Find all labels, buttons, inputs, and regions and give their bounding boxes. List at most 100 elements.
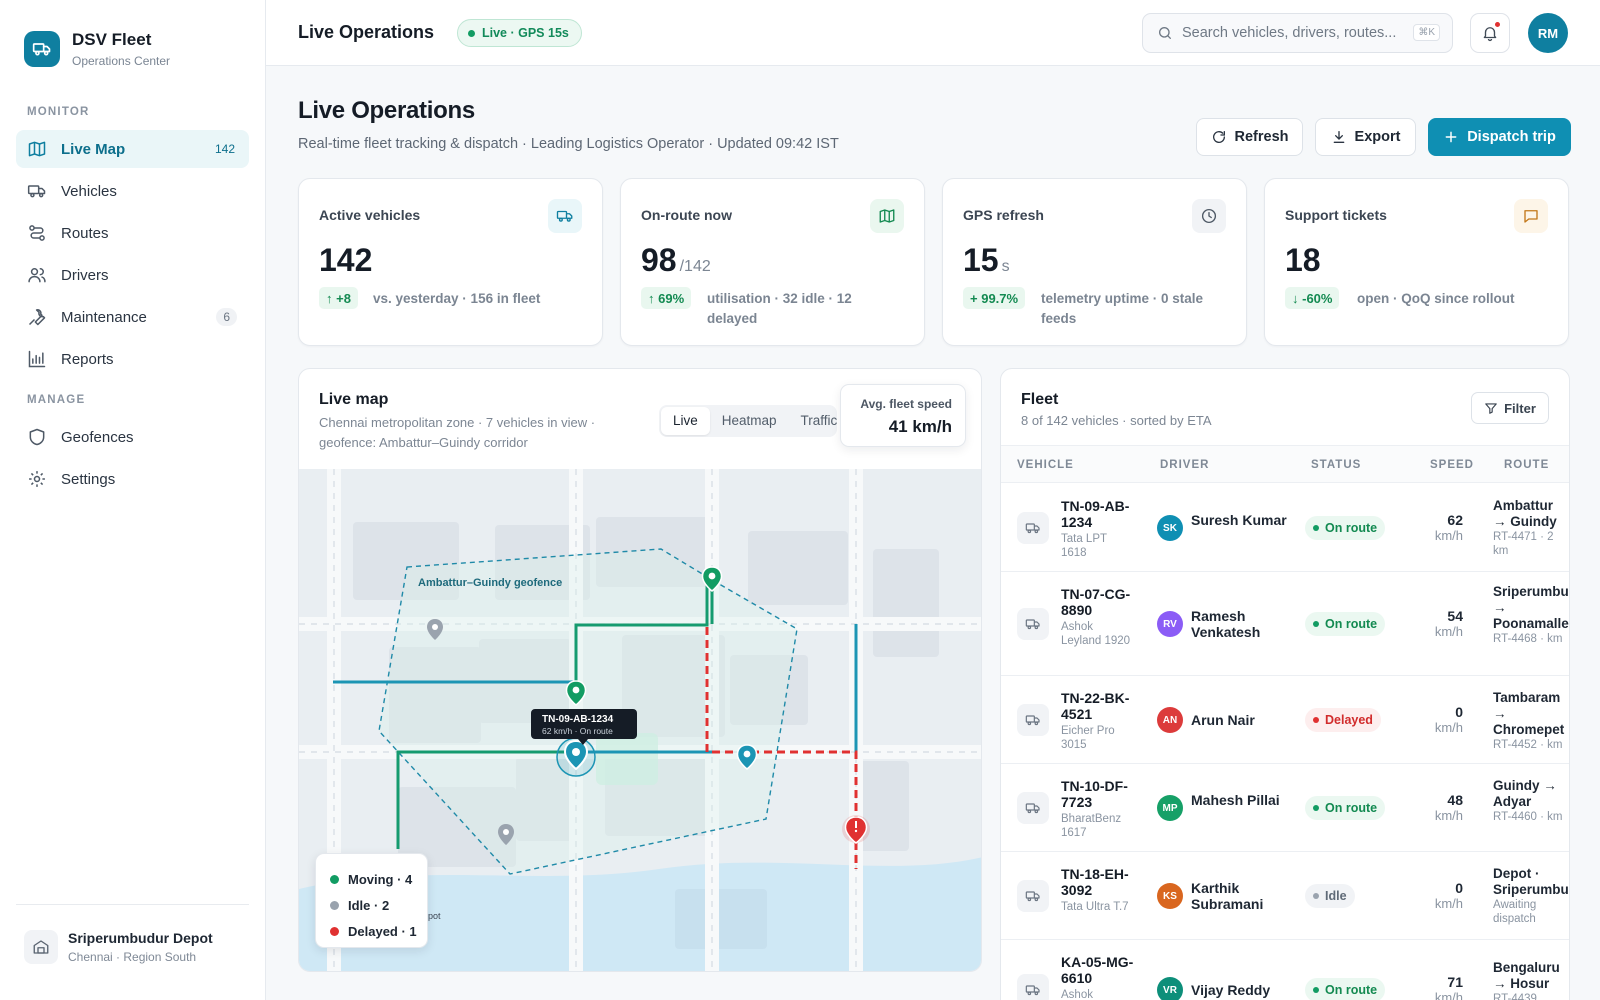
sidebar-item-live-map[interactable]: Live Map 142	[16, 130, 249, 168]
vehicle-pin-moving[interactable]	[701, 566, 723, 592]
kpi-value: 98/142	[641, 242, 711, 278]
column-header-route[interactable]: ROUTE	[1504, 459, 1550, 471]
tab-traffic[interactable]: Traffic	[800, 413, 837, 428]
dispatch-trip-button[interactable]: Dispatch trip	[1428, 118, 1571, 156]
arrow-down-icon: ↓	[1292, 290, 1303, 306]
refresh-button[interactable]: Refresh	[1196, 118, 1303, 156]
vehicle-pin-moving[interactable]	[736, 744, 758, 770]
live-status-badge: Live · GPS 15s	[457, 19, 582, 47]
truck-icon	[27, 181, 47, 201]
brand[interactable]: DSV Fleet Operations Center	[24, 30, 170, 68]
map-canvas[interactable]: Ambattur–Guindy geofence TN-0	[299, 469, 982, 972]
status-badge: Delayed	[1305, 708, 1381, 732]
table-row[interactable]: TN-18-EH-3092 Tata Ultra T.7 KS Karthik …	[1001, 852, 1569, 940]
filter-button[interactable]: Filter	[1471, 392, 1549, 424]
kpi-delta: ↓ -60%	[1285, 287, 1340, 309]
sidebar-item-reports[interactable]: Reports	[16, 340, 249, 378]
map-icon	[870, 199, 904, 233]
vehicle-model: Tata Ultra T.7	[1061, 901, 1129, 913]
sidebar-item-label: Reports	[61, 350, 114, 368]
sidebar-item-settings[interactable]: Settings	[16, 460, 249, 498]
driver-name: Mahesh Pillai	[1191, 792, 1280, 808]
column-header-vehicle[interactable]: VEHICLE	[1017, 459, 1074, 471]
live-map-card: Live map Chennai metropolitan zone · 7 v…	[298, 368, 982, 972]
kpi-delta: + 99.7%	[963, 287, 1026, 309]
status-badge: On route	[1305, 516, 1386, 540]
column-header-speed[interactable]: SPEED	[1430, 459, 1474, 471]
sidebar-item-routes[interactable]: Routes	[16, 214, 249, 252]
avg-speed-value: 41 km/h	[888, 417, 952, 436]
brand-subtitle: Operations Center	[72, 54, 171, 68]
kpi-label: Support tickets	[1285, 207, 1387, 223]
notifications-button[interactable]	[1470, 13, 1510, 53]
table-row[interactable]: TN-07-CG-8890 Ashok Leyland 1920 RV Rame…	[1001, 572, 1569, 676]
driver-name: Vijay Reddy	[1191, 982, 1271, 998]
sidebar-item-drivers[interactable]: Drivers	[16, 256, 249, 294]
speed-cell: 62 km/h	[1434, 512, 1463, 543]
topbar-title: Live Operations	[298, 22, 435, 42]
legend-item-idle: Idle · 2	[330, 892, 427, 918]
driver-avatar: KS	[1157, 883, 1183, 909]
kpi-note: vs. yesterday · 156 in fleet	[373, 291, 541, 306]
download-icon	[1331, 129, 1347, 145]
search-input[interactable]	[1182, 25, 1397, 41]
map-view-tabs: Live Heatmap Traffic	[659, 405, 837, 437]
tab-live[interactable]: Live	[661, 407, 710, 435]
tooltip-info: 62 km/h · On route	[542, 726, 613, 736]
depot-switcher[interactable]: Sriperumbudur Depot Chennai · Region Sou…	[24, 930, 213, 964]
kpi-note: utilisation · 32 idle · 12 delayed	[707, 291, 852, 326]
table-row[interactable]: KA-05-MG-6610 Ashok Leyland VR Vijay Red…	[1001, 940, 1569, 1000]
divider	[16, 904, 249, 905]
map-title: Live map	[319, 391, 389, 408]
vehicle-pin-idle[interactable]	[427, 619, 443, 640]
truck-icon	[1017, 704, 1049, 736]
kpi-note: telemetry uptime · 0 stale feeds	[1041, 291, 1204, 326]
arrow-up-icon: ↑	[648, 290, 659, 306]
driver-name: Suresh Kumar	[1191, 512, 1287, 528]
export-button[interactable]: Export	[1315, 118, 1416, 156]
filter-label: Filter	[1504, 400, 1536, 416]
tooltip-plate: TN-09-AB-1234	[542, 714, 614, 725]
fleet-subtitle: 8 of 142 vehicles · sorted by ETA	[1021, 413, 1212, 428]
sidebar: DSV Fleet Operations Center MONITOR Live…	[0, 0, 266, 1000]
column-header-status[interactable]: STATUS	[1311, 459, 1362, 471]
fleet-title: Fleet	[1021, 391, 1059, 408]
sidebar-item-vehicles[interactable]: Vehicles	[16, 172, 249, 210]
kpi-value: 142	[319, 242, 373, 278]
refresh-label: Refresh	[1234, 129, 1289, 145]
vehicle-plate: TN-22-BK-4521	[1061, 690, 1130, 722]
search-icon	[1157, 25, 1173, 41]
brand-name: DSV Fleet	[72, 30, 152, 49]
kpi-value: 18	[1285, 242, 1321, 278]
search-box[interactable]: ⌘K	[1142, 13, 1453, 53]
sidebar-item-label: Routes	[61, 224, 109, 242]
kpi-active-vehicles: Active vehicles 142 ↑ +8 vs. yesterday ·…	[298, 178, 603, 346]
bar-chart-icon	[27, 349, 47, 369]
depot-map-label: pot	[428, 911, 441, 921]
avg-speed-label: Avg. fleet speed	[860, 397, 952, 411]
sidebar-item-geofences[interactable]: Geofences	[16, 418, 249, 456]
user-avatar[interactable]: RM	[1528, 13, 1568, 53]
sidebar-item-maintenance[interactable]: Maintenance 6	[16, 298, 249, 336]
vehicle-model: BharatBenz 1617	[1061, 813, 1122, 839]
table-row[interactable]: TN-09-AB-1234 Tata LPT 1618 SK Suresh Ku…	[1001, 484, 1569, 572]
tab-heatmap[interactable]: Heatmap	[721, 413, 777, 428]
column-header-driver[interactable]: DRIVER	[1160, 459, 1210, 471]
vehicle-pin-idle[interactable]	[498, 824, 514, 845]
arrow-up-icon: ↑	[326, 290, 337, 306]
driver-name: Ramesh Venkatesh	[1191, 608, 1261, 640]
truck-icon	[1017, 512, 1049, 544]
table-row[interactable]: TN-22-BK-4521 Eicher Pro 3015 AN Arun Na…	[1001, 676, 1569, 764]
kpi-gps-refresh: GPS refresh 15 s + 99.7% telemetry uptime…	[942, 178, 1247, 346]
water-body	[299, 857, 981, 971]
dispatch-label: Dispatch trip	[1467, 129, 1556, 145]
wrench-icon	[27, 307, 47, 327]
table-row[interactable]: TN-10-DF-7723 BharatBenz 1617 MP Mahesh …	[1001, 764, 1569, 852]
vehicle-pin-moving[interactable]	[565, 680, 587, 706]
route-cell: Ambattur → Guindy RT-4471 · 2 km	[1493, 498, 1557, 557]
vehicle-pin-selected[interactable]	[556, 737, 596, 777]
vehicle-pin-delayed[interactable]	[842, 815, 870, 844]
vehicle-plate: TN-10-DF-7723	[1061, 778, 1128, 810]
sidebar-item-label: Vehicles	[61, 182, 117, 200]
page-subtitle: Real-time fleet tracking & dispatch · Le…	[298, 136, 839, 152]
